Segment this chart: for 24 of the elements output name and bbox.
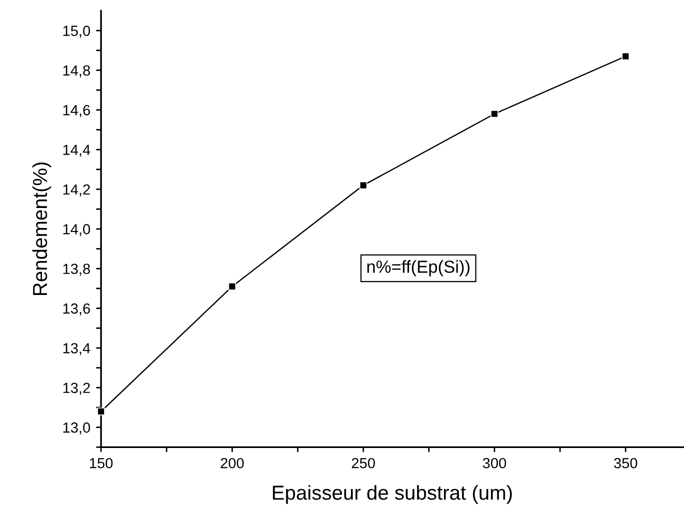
y-axis-title: Rendement(%) bbox=[32, 162, 52, 296]
y-tick-label: 15,0 bbox=[63, 26, 90, 38]
y-tick-label: 13,2 bbox=[63, 382, 90, 395]
point bbox=[622, 52, 630, 60]
point bbox=[228, 282, 236, 290]
y-tick-label: 14,2 bbox=[63, 184, 90, 196]
y-tick-label: 14,0 bbox=[63, 224, 90, 236]
point bbox=[490, 110, 498, 118]
y-tick-label: 13,4 bbox=[63, 343, 90, 356]
y-tick-label: 13,0 bbox=[63, 422, 90, 434]
x-tick-label: 300 bbox=[482, 458, 506, 468]
y-tick-label: 14,8 bbox=[63, 65, 90, 78]
y-tick-label: 14,6 bbox=[63, 105, 90, 118]
y-tick-label: 14,4 bbox=[63, 144, 90, 157]
point bbox=[97, 408, 105, 416]
x-tick-label: 350 bbox=[614, 458, 638, 468]
x-axis-title: Epaisseur de substrat (um) bbox=[272, 485, 512, 504]
y-tick-label: 13,6 bbox=[63, 303, 90, 316]
annotation: n%=ff(Ep(Si)) bbox=[367, 260, 470, 276]
point bbox=[359, 181, 368, 190]
x-tick-label: 250 bbox=[352, 458, 375, 468]
x-tick-label: 200 bbox=[220, 458, 244, 468]
x-tick-label: 150 bbox=[90, 458, 113, 468]
y-tick-label: 13,8 bbox=[63, 264, 90, 276]
